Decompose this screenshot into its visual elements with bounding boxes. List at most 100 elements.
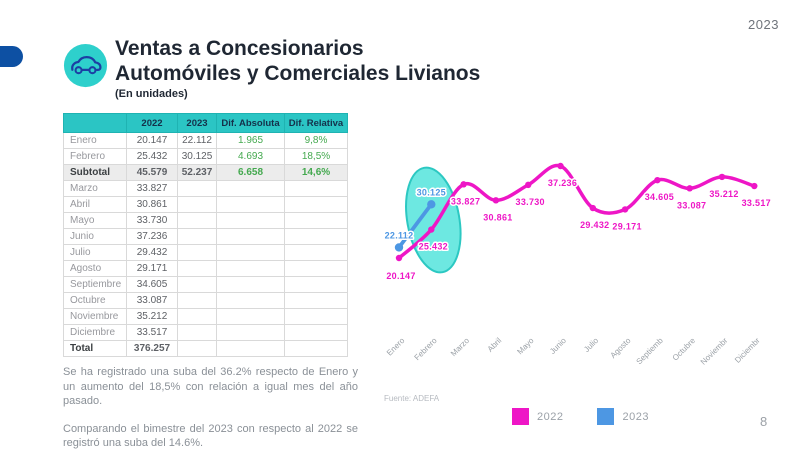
table-cell: 29.171 — [126, 260, 178, 277]
table-cell — [284, 308, 348, 325]
x-tick-label: Abril — [486, 336, 504, 354]
table-cell: 30.861 — [126, 196, 178, 213]
legend-item-2022: 2022 — [512, 408, 563, 425]
table-cell: 30.125 — [177, 148, 217, 165]
table-cell — [284, 196, 348, 213]
table-cell: Total — [63, 340, 127, 357]
x-tick-label: Febrero — [413, 336, 440, 363]
table-cell — [284, 292, 348, 309]
table-cell — [177, 324, 217, 341]
legend-label-2023: 2023 — [622, 410, 649, 423]
table-cell: 1.965 — [216, 132, 285, 149]
table-row: Total 376.257 — [63, 340, 348, 357]
table-header: 2022 2023 Dif. Absoluta Dif. Relativa — [63, 113, 348, 133]
table-cell: 4.693 — [216, 148, 285, 165]
table-row: Febrero 25.432 30.125 4.693 18,5% — [63, 148, 348, 165]
series-2023-point — [394, 243, 404, 252]
legend-label-2022: 2022 — [537, 410, 564, 423]
table-cell — [284, 340, 348, 357]
table-cell: 35.212 — [126, 308, 178, 325]
table-cell — [284, 260, 348, 277]
table-row: Junio 37.236 — [63, 228, 348, 245]
car-icon — [63, 43, 108, 88]
source-note: Fuente: ADEFA — [384, 394, 440, 403]
series-2022-line — [397, 163, 757, 260]
table-cell: 22.112 — [177, 132, 217, 149]
table-cell — [216, 260, 285, 277]
series-2022-point — [589, 204, 596, 212]
table-cell: Agosto — [63, 260, 127, 277]
table-cell: Octubre — [63, 292, 127, 309]
highlight-ellipse — [405, 166, 462, 274]
table-cell — [284, 228, 348, 245]
table-cell — [284, 324, 348, 341]
table-cell: Enero — [63, 132, 127, 149]
table-cell — [216, 180, 285, 197]
legend-swatch-2023 — [597, 408, 615, 425]
table-cell: Febrero — [63, 148, 127, 165]
data-label: 30.125 — [417, 187, 446, 197]
table-cell — [177, 260, 217, 277]
table-cell — [216, 212, 285, 229]
x-tick-label: Diciembr — [733, 336, 762, 365]
monthly-sales-table: 2022 2023 Dif. Absoluta Dif. Relativa Enero… — [63, 113, 348, 357]
x-tick-label: Junio — [548, 336, 568, 356]
table-cell: Julio — [63, 244, 127, 261]
table-cell: 18,5% — [284, 148, 348, 165]
table-column-header: Dif. Absoluta — [216, 113, 285, 133]
data-label: 33.517 — [742, 198, 771, 208]
table-cell — [177, 180, 217, 197]
table-cell — [177, 244, 217, 261]
series-2022-point — [395, 254, 403, 262]
data-label: 29.171 — [612, 221, 641, 231]
table-cell: Mayo — [63, 212, 127, 229]
table-row: Abril 30.861 — [63, 196, 348, 213]
table-cell: Abril — [63, 196, 127, 213]
data-label: 33.827 — [451, 196, 480, 206]
table-cell — [177, 292, 217, 309]
table-row: Agosto 29.171 — [63, 260, 348, 277]
table-cell: 9,8% — [284, 132, 348, 149]
series-2022-point — [686, 185, 693, 192]
table-cell — [216, 340, 285, 357]
table-cell — [177, 276, 217, 293]
table-cell: 33.517 — [126, 324, 178, 341]
table-cell — [284, 244, 348, 261]
table-cell: 20.147 — [126, 132, 178, 149]
table-column-header — [63, 113, 127, 133]
data-label: 33.730 — [516, 197, 545, 207]
table-cell: 14,6% — [284, 164, 348, 181]
table-cell: 376.257 — [126, 340, 178, 357]
page-title-line2: Automóviles y Comerciales Livianos — [115, 62, 481, 86]
x-tick-label: Noviembr — [699, 336, 730, 367]
page-subtitle: (En unidades) — [115, 88, 188, 101]
table-cell — [177, 340, 217, 357]
series-2022-point — [654, 176, 661, 184]
table-cell: 25.432 — [126, 148, 178, 165]
data-label: 35.212 — [709, 189, 738, 199]
series-2023-line — [397, 202, 434, 250]
data-label: 29.432 — [580, 220, 609, 230]
table-cell: 6.658 — [216, 164, 285, 181]
table-cell: 34.605 — [126, 276, 178, 293]
page-title-line1: Ventas a Concesionarios — [115, 37, 364, 60]
table-cell — [284, 180, 348, 197]
x-tick-label: Agosto — [609, 336, 633, 360]
data-label: 25.432 — [419, 242, 448, 252]
table-cell: Diciembre — [63, 324, 127, 341]
table-cell: 52.237 — [177, 164, 217, 181]
table-cell — [216, 308, 285, 325]
x-tick-label: Enero — [385, 336, 407, 358]
table-row: Marzo 33.827 — [63, 180, 348, 197]
table-cell: 45.579 — [126, 164, 178, 181]
table-row: Enero 20.147 22.112 1.965 9,8% — [63, 132, 348, 149]
table-cell — [216, 244, 285, 261]
table-cell: 33.827 — [126, 180, 178, 197]
table-row: Octubre 33.087 — [63, 292, 348, 309]
legend-swatch-2022 — [512, 408, 529, 425]
series-2022-point — [557, 162, 564, 170]
table-column-header: 2022 — [126, 113, 178, 133]
table-cell: Subtotal — [63, 164, 127, 181]
table-cell — [177, 228, 217, 245]
table-cell — [216, 324, 285, 341]
